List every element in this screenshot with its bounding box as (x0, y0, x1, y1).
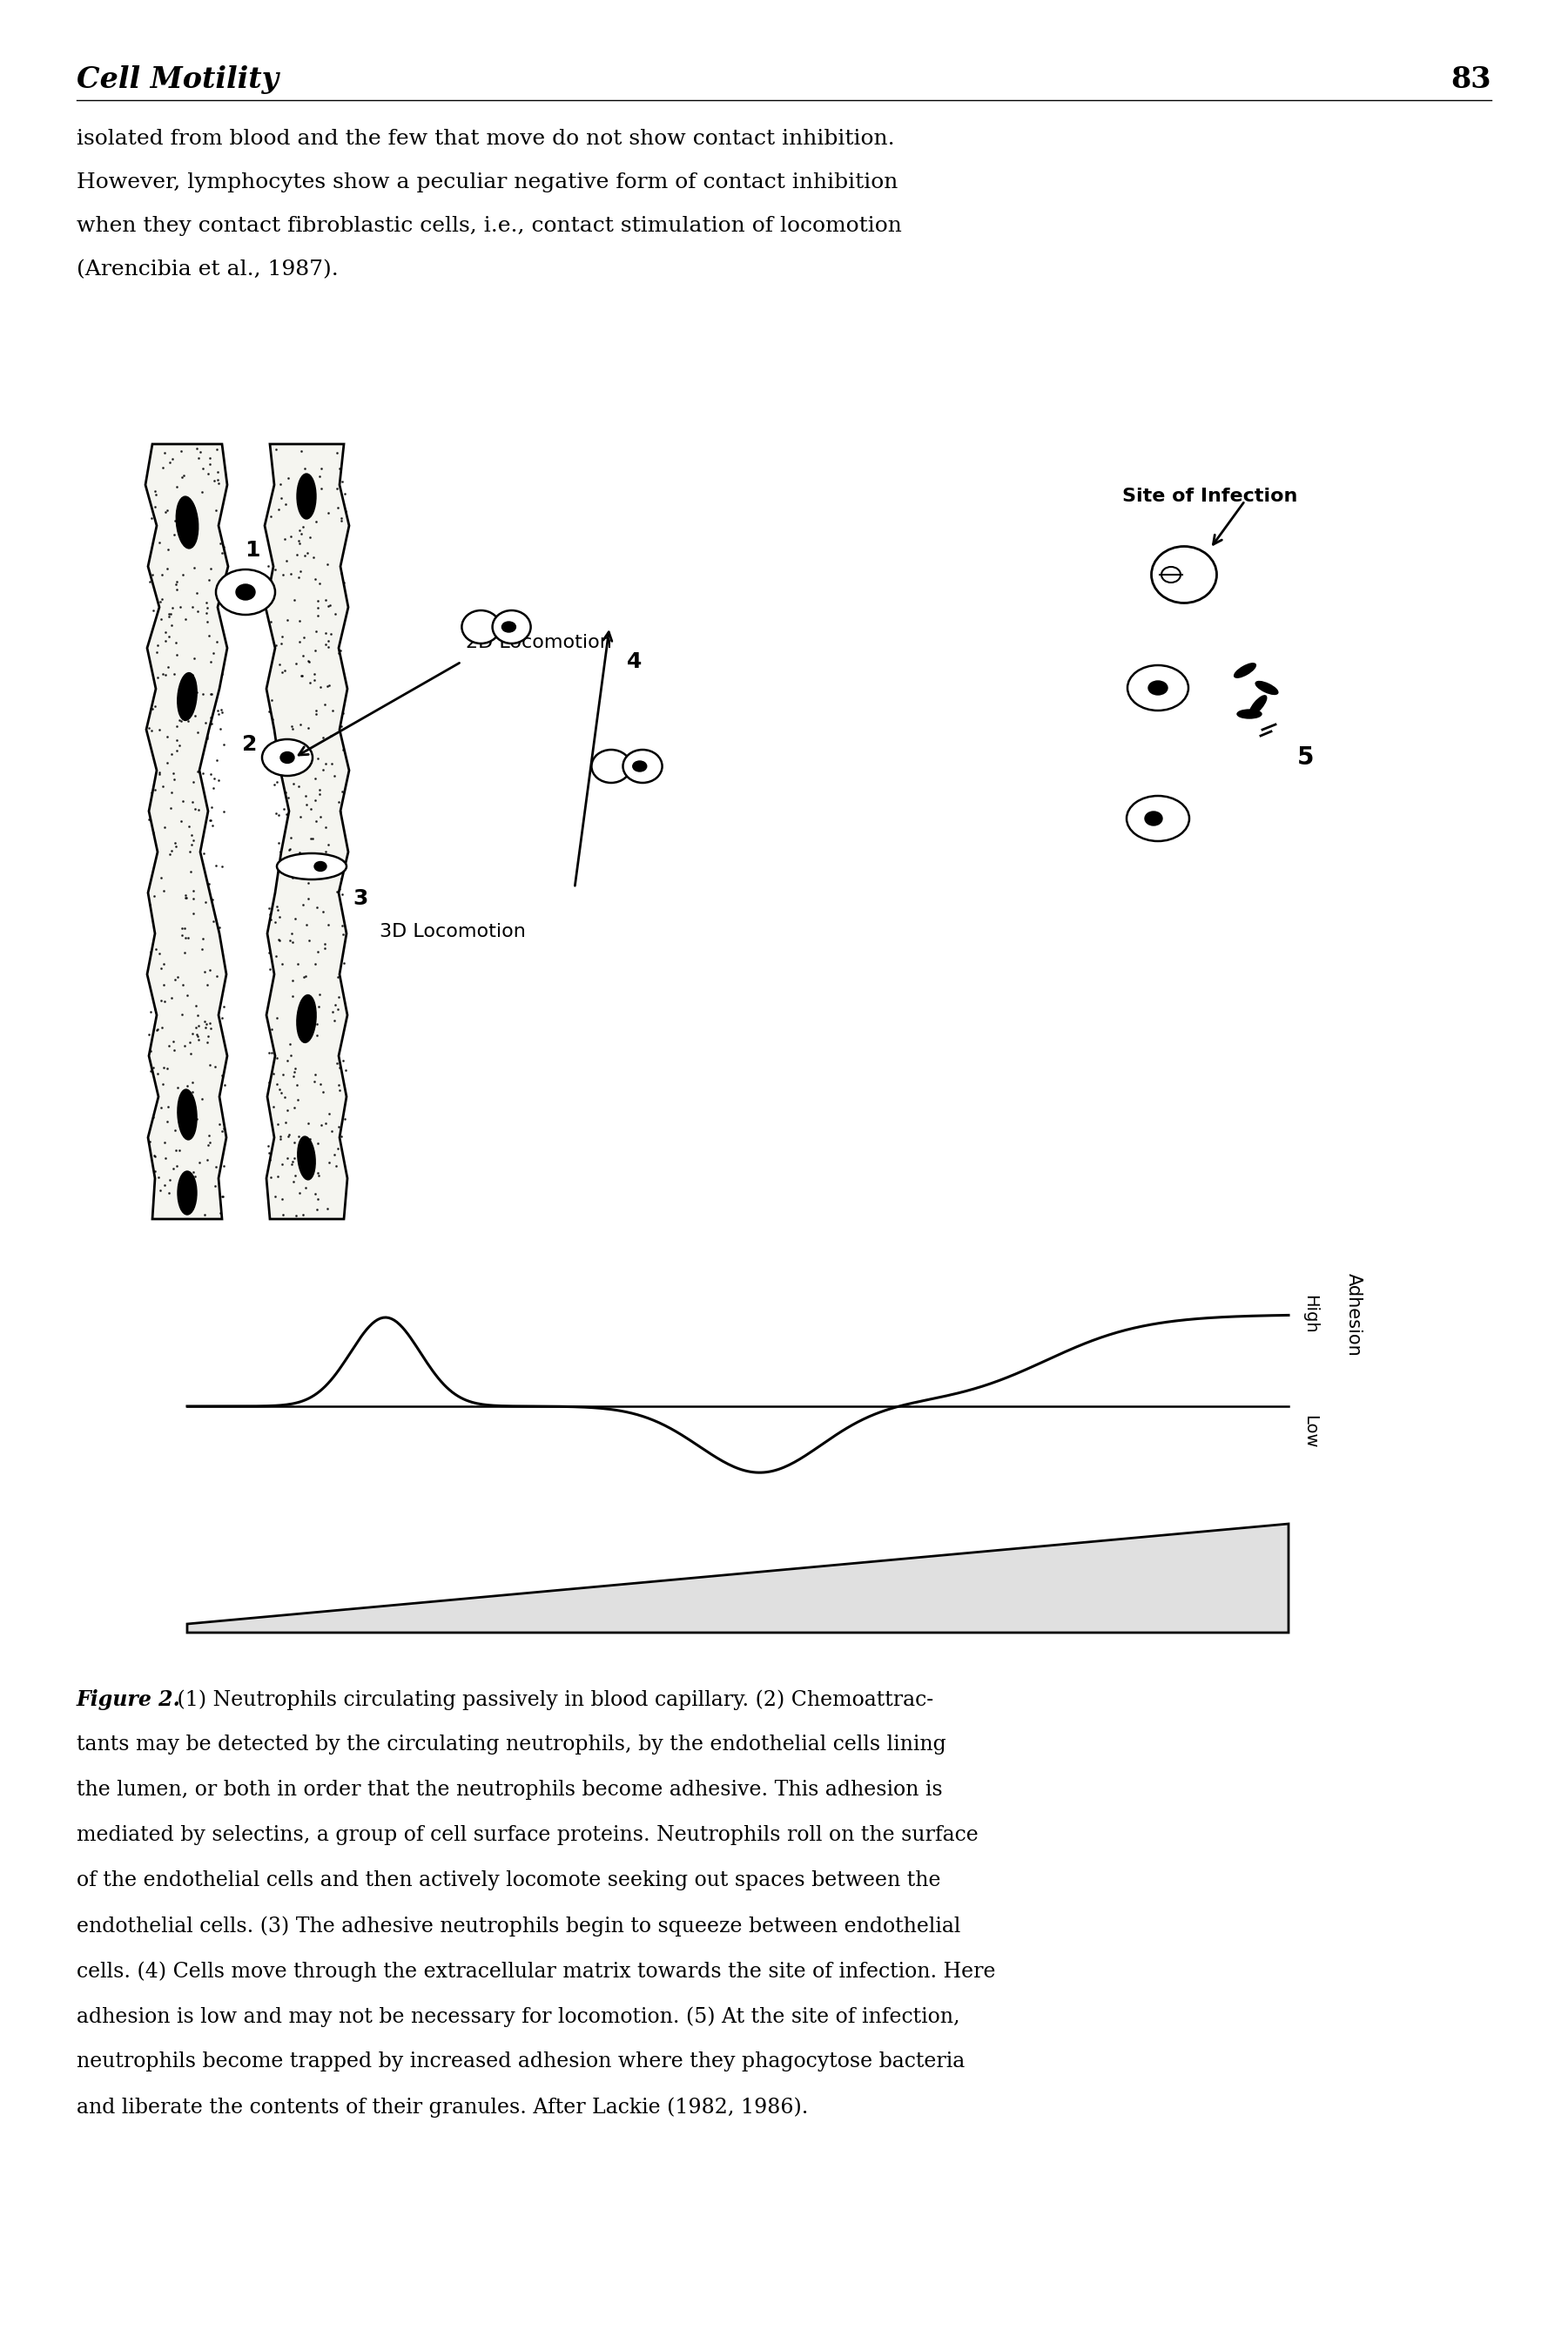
Ellipse shape (298, 1136, 315, 1180)
Ellipse shape (463, 611, 500, 644)
Ellipse shape (281, 752, 295, 764)
Ellipse shape (1148, 682, 1168, 696)
Ellipse shape (177, 1089, 198, 1140)
Text: 4: 4 (627, 651, 641, 672)
Text: However, lymphocytes show a peculiar negative form of contact inhibition: However, lymphocytes show a peculiar neg… (77, 172, 898, 193)
Ellipse shape (314, 860, 326, 872)
Text: Cell Motility: Cell Motility (77, 66, 279, 94)
Text: endothelial cells. (3) The adhesive neutrophils begin to squeeze between endothe: endothelial cells. (3) The adhesive neut… (77, 1916, 961, 1937)
Ellipse shape (176, 496, 198, 548)
Text: Site of Infection: Site of Infection (1123, 487, 1298, 505)
Ellipse shape (1126, 797, 1189, 842)
Text: when they contact fibroblastic cells, i.e., contact stimulation of locomotion: when they contact fibroblastic cells, i.… (77, 216, 902, 235)
Ellipse shape (1145, 811, 1162, 825)
Ellipse shape (177, 672, 198, 719)
Text: Low: Low (1301, 1415, 1319, 1448)
Ellipse shape (1127, 665, 1189, 710)
Ellipse shape (216, 569, 274, 614)
Text: isolated from blood and the few that move do not show contact inhibition.: isolated from blood and the few that mov… (77, 129, 895, 148)
Ellipse shape (1256, 682, 1278, 694)
Ellipse shape (177, 1171, 196, 1215)
Text: (Arencibia et al., 1987).: (Arencibia et al., 1987). (77, 259, 339, 280)
Text: 83: 83 (1450, 66, 1491, 94)
Text: neutrophils become trapped by increased adhesion where they phagocytose bacteria: neutrophils become trapped by increased … (77, 2052, 964, 2071)
Text: 2: 2 (241, 734, 257, 755)
Text: High: High (1301, 1295, 1319, 1333)
Text: cells. (4) Cells move through the extracellular matrix towards the site of infec: cells. (4) Cells move through the extrac… (77, 1961, 996, 1982)
Ellipse shape (492, 611, 530, 644)
Text: the lumen, or both in order that the neutrophils become adhesive. This adhesion : the lumen, or both in order that the neu… (77, 1780, 942, 1801)
Text: (1) Neutrophils circulating passively in blood capillary. (2) Chemoattrac-: (1) Neutrophils circulating passively in… (171, 1690, 933, 1709)
Text: adhesion is low and may not be necessary for locomotion. (5) At the site of infe: adhesion is low and may not be necessary… (77, 2005, 960, 2027)
Text: 1: 1 (245, 541, 260, 562)
Text: Figure 2.: Figure 2. (77, 1690, 180, 1709)
Ellipse shape (591, 750, 630, 783)
Ellipse shape (1162, 567, 1181, 583)
Ellipse shape (622, 750, 662, 783)
Text: 3D Locomotion: 3D Locomotion (379, 924, 525, 940)
Text: 2D Locomotion: 2D Locomotion (466, 635, 612, 651)
Text: 5: 5 (1297, 745, 1314, 769)
Text: of the endothelial cells and then actively locomote seeking out spaces between t: of the endothelial cells and then active… (77, 1871, 941, 1890)
Ellipse shape (1250, 696, 1267, 715)
Ellipse shape (296, 994, 317, 1041)
Polygon shape (146, 444, 227, 1220)
Ellipse shape (633, 762, 646, 771)
Ellipse shape (1151, 545, 1217, 602)
Ellipse shape (1237, 710, 1262, 719)
Text: Adhesion: Adhesion (1345, 1272, 1363, 1357)
Text: 3: 3 (353, 889, 368, 910)
Text: and liberate the contents of their granules. After Lackie (1982, 1986).: and liberate the contents of their granu… (77, 2097, 808, 2118)
Text: tants may be detected by the circulating neutrophils, by the endothelial cells l: tants may be detected by the circulating… (77, 1735, 946, 1754)
Ellipse shape (235, 585, 256, 600)
Text: mediated by selectins, a group of cell surface proteins. Neutrophils roll on the: mediated by selectins, a group of cell s… (77, 1824, 978, 1846)
Polygon shape (187, 1523, 1289, 1632)
Ellipse shape (262, 738, 312, 776)
Ellipse shape (278, 853, 347, 879)
Ellipse shape (502, 621, 516, 632)
Ellipse shape (1234, 663, 1256, 677)
Text: Chemoattractant Gradient: Chemoattractant Gradient (771, 1570, 1058, 1587)
Ellipse shape (296, 473, 317, 520)
Polygon shape (265, 444, 350, 1220)
